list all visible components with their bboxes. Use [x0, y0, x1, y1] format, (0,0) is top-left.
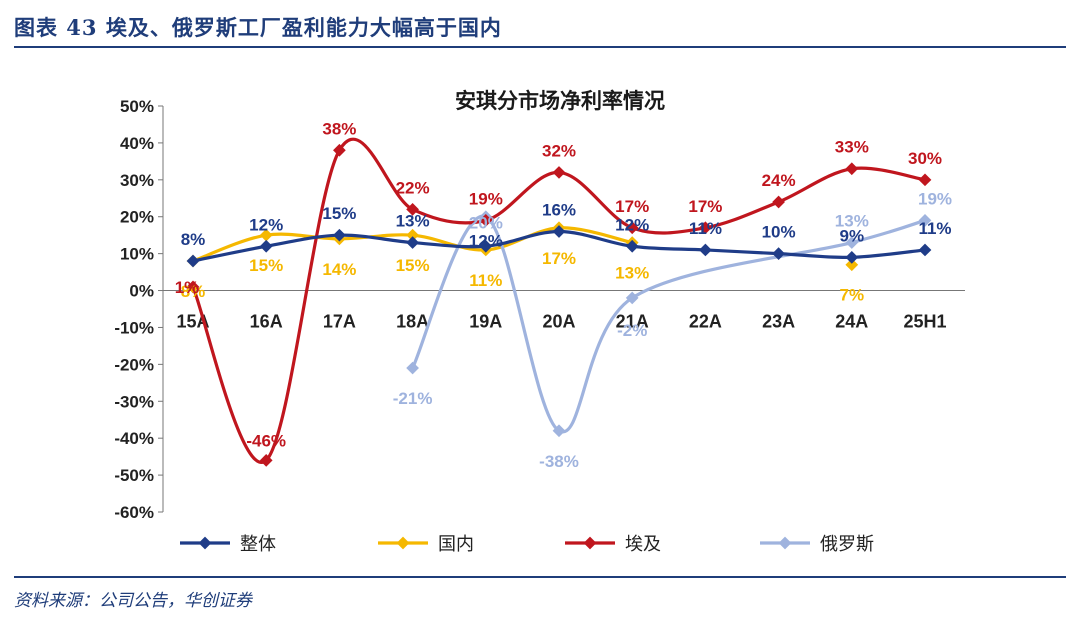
x-tick-label: 16A	[250, 312, 283, 332]
data-label-egypt: 32%	[542, 141, 576, 160]
data-label-russia: 19%	[918, 189, 952, 208]
data-label-domestic: 11%	[469, 271, 502, 290]
line-chart: 安琪分市场净利率情况 50% 40% 30% 20% 10% 0% -10% -20% -30% -…	[114, 88, 965, 555]
data-label-overall: 12%	[249, 215, 283, 234]
x-tick-label: 17A	[323, 312, 356, 332]
data-label-overall: 13%	[396, 212, 430, 231]
x-tick-label: 25H1	[903, 312, 946, 332]
series-point-egypt	[772, 195, 785, 209]
legend-marker-russia	[778, 536, 792, 550]
series-point-overall	[845, 250, 859, 264]
data-label-russia: -21%	[393, 389, 433, 408]
series-point-egypt	[333, 143, 346, 157]
series-point-egypt	[186, 280, 200, 294]
data-label-egypt: 33%	[835, 138, 869, 157]
data-label-egypt: 17%	[688, 197, 722, 216]
series-point-overall	[333, 228, 346, 242]
legend-marker-overall	[198, 536, 212, 550]
series-point-domestic	[259, 228, 273, 242]
x-tick-label: 24A	[835, 312, 868, 332]
legend-label-russia: 俄罗斯	[820, 534, 874, 555]
x-tick-label: 19A	[469, 312, 502, 332]
data-label-overall: 9%	[840, 226, 865, 245]
data-label-egypt: 1%	[175, 278, 200, 297]
y-tick-label: -30%	[114, 392, 154, 411]
data-label-egypt: -46%	[246, 431, 286, 450]
header-rule	[14, 46, 1066, 48]
data-label-overall: 11%	[918, 219, 951, 238]
legend-marker-domestic	[396, 536, 410, 550]
y-tick-label: -60%	[114, 503, 154, 522]
data-label-overall: 12%	[615, 215, 649, 234]
y-tick-label: 0%	[129, 282, 154, 301]
y-tick-label: 50%	[120, 97, 154, 116]
data-label-domestic: 15%	[396, 256, 430, 275]
data-label-domestic: 8%	[181, 282, 206, 301]
legend-label-egypt: 埃及	[625, 534, 661, 555]
data-label-russia: 13%	[835, 212, 869, 231]
data-label-egypt: 30%	[908, 149, 942, 168]
series-point-egypt	[918, 173, 932, 187]
series-point-overall	[186, 254, 200, 268]
footer-rule	[14, 576, 1066, 578]
figure-header: 图表 43 埃及、俄罗斯工厂盈利能力大幅高于国内	[14, 12, 1066, 46]
series-line-egypt	[191, 137, 927, 465]
source-note: 资料来源：公司公告，华创证券	[14, 591, 252, 611]
data-label-overall: 16%	[542, 200, 576, 219]
x-tick-label: 18A	[396, 312, 429, 332]
legend-marker-egypt	[583, 536, 597, 550]
data-label-egypt: 24%	[762, 171, 796, 190]
chart-title: 安琪分市场净利率情况	[455, 88, 665, 113]
series-line-russia	[411, 215, 927, 434]
y-tick-label: -50%	[114, 466, 154, 485]
data-label-egypt: 22%	[396, 178, 430, 197]
data-label-overall: 10%	[762, 223, 796, 242]
series-point-egypt	[259, 453, 273, 467]
series-point-overall	[918, 243, 932, 257]
data-label-egypt: 38%	[322, 119, 356, 138]
series-point-domestic	[406, 228, 419, 242]
data-label-russia: -2%	[617, 321, 647, 340]
data-label-russia: -38%	[539, 452, 579, 471]
series-point-egypt	[479, 214, 493, 227]
data-label-domestic: 7%	[840, 286, 865, 305]
series-point-overall	[479, 239, 493, 253]
x-tick-label: 20A	[542, 312, 575, 332]
y-tick-label: -40%	[114, 429, 154, 448]
data-label-domestic: 17%	[542, 249, 576, 268]
data-label-overall: 12%	[469, 231, 503, 250]
series-point-overall	[406, 236, 419, 249]
data-label-overall: 15%	[322, 204, 356, 223]
data-label-domestic: 14%	[322, 260, 356, 279]
data-label-russia: 20%	[469, 214, 503, 233]
data-label-egypt: 17%	[615, 197, 649, 216]
figure-title: 图表 43 埃及、俄罗斯工厂盈利能力大幅高于国内	[14, 15, 502, 40]
data-label-egypt: 19%	[469, 189, 503, 208]
y-tick-label: -20%	[114, 355, 154, 374]
series-point-egypt	[406, 202, 419, 216]
x-tick-label: 21A	[616, 312, 649, 332]
y-tick-label: -10%	[114, 318, 154, 337]
data-label-overall: 8%	[181, 230, 206, 249]
y-tick-label: 20%	[120, 208, 154, 227]
data-label-domestic: 15%	[249, 256, 283, 275]
x-tick-label: 22A	[689, 312, 722, 332]
data-label-overall: 11%	[689, 219, 722, 238]
legend-label-domestic: 国内	[438, 534, 474, 555]
series-point-overall	[259, 239, 273, 253]
y-tick-label: 40%	[120, 134, 154, 153]
y-tick-label: 30%	[120, 171, 154, 190]
series-point-overall	[699, 243, 712, 257]
x-tick-label: 23A	[762, 312, 795, 332]
data-label-domestic: 13%	[615, 264, 649, 283]
series-point-egypt	[552, 166, 566, 179]
y-tick-label: 10%	[120, 245, 154, 264]
legend-label-overall: 整体	[240, 534, 276, 555]
series-point-russia	[406, 361, 419, 375]
series-point-egypt	[845, 162, 859, 176]
